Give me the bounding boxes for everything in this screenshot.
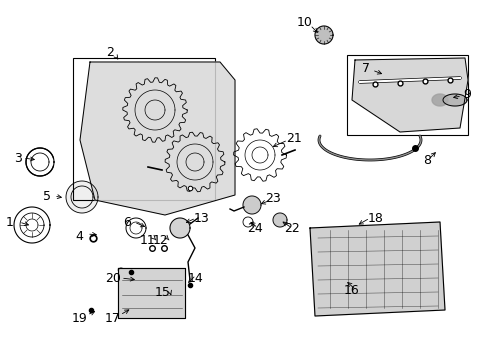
- Text: 21: 21: [285, 131, 301, 144]
- Text: 8: 8: [422, 153, 430, 166]
- Text: 15: 15: [155, 285, 171, 298]
- Text: 16: 16: [344, 284, 359, 297]
- Text: 6: 6: [123, 216, 131, 229]
- Text: 13: 13: [194, 211, 209, 225]
- Bar: [73, 58, 215, 200]
- Text: 7: 7: [361, 62, 369, 75]
- Text: 17: 17: [105, 311, 121, 324]
- Text: 9: 9: [462, 89, 470, 102]
- Text: 10: 10: [296, 15, 312, 28]
- Text: 4: 4: [75, 230, 83, 243]
- Polygon shape: [118, 268, 184, 318]
- Polygon shape: [243, 196, 261, 214]
- Polygon shape: [442, 94, 466, 106]
- Polygon shape: [309, 222, 444, 316]
- Text: 3: 3: [14, 152, 22, 165]
- Text: 2: 2: [106, 45, 114, 58]
- Polygon shape: [272, 213, 286, 227]
- Polygon shape: [80, 62, 235, 215]
- Text: 5: 5: [43, 189, 51, 202]
- Polygon shape: [170, 218, 190, 238]
- Text: 11: 11: [140, 234, 156, 247]
- Polygon shape: [431, 94, 447, 106]
- Polygon shape: [351, 58, 467, 132]
- Bar: [346, 55, 467, 135]
- Text: 24: 24: [246, 221, 263, 234]
- Polygon shape: [314, 26, 332, 44]
- Text: 1: 1: [6, 216, 14, 229]
- Text: 19: 19: [72, 311, 88, 324]
- Text: 14: 14: [188, 271, 203, 284]
- Polygon shape: [66, 181, 98, 213]
- Text: 12: 12: [153, 234, 168, 247]
- Text: 18: 18: [367, 211, 383, 225]
- Text: 23: 23: [264, 192, 280, 204]
- Text: 20: 20: [105, 271, 121, 284]
- Text: 22: 22: [284, 221, 299, 234]
